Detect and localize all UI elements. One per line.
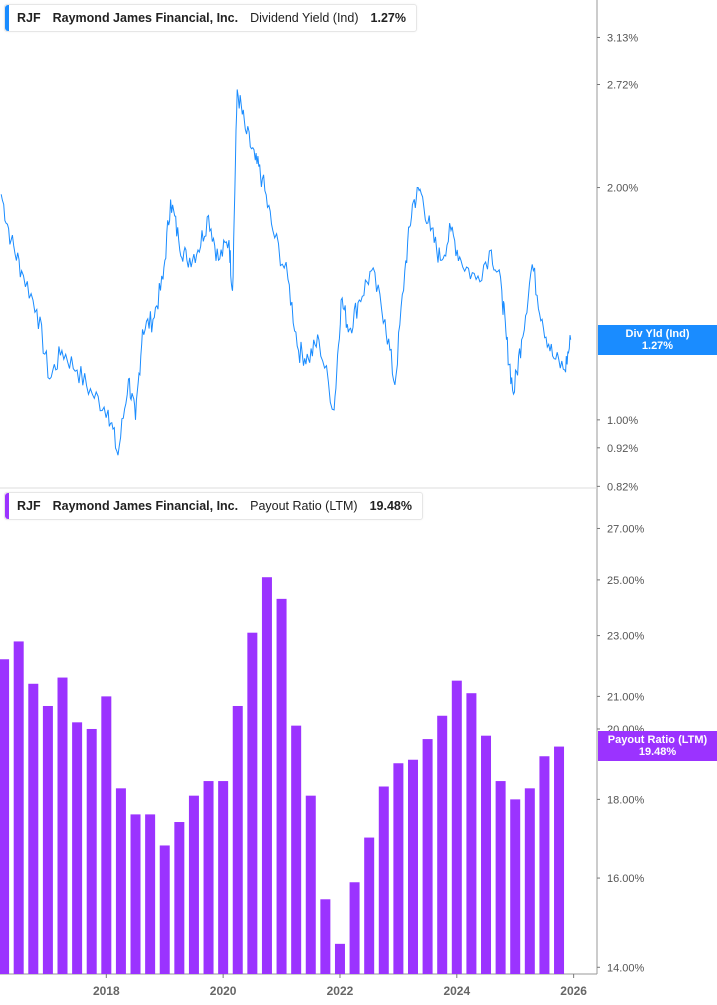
y-tick-label: 23.00% <box>607 631 645 643</box>
x-tick-label: 2026 <box>560 984 587 998</box>
series-color-marker <box>5 5 9 31</box>
current-payout-tag: Payout Ratio (LTM) 19.48% <box>598 731 717 761</box>
payout-bar <box>510 799 521 974</box>
payout-bar <box>188 795 199 974</box>
x-tick-label: 2020 <box>210 984 237 998</box>
metric-name: Payout Ratio (LTM) <box>250 499 358 513</box>
y-tick-label: 25.00% <box>607 575 645 587</box>
x-tick-label: 2022 <box>327 984 354 998</box>
payout-bar <box>349 882 360 974</box>
payout-bar <box>524 788 535 974</box>
payout-bar <box>57 677 68 974</box>
bottom-legend: RJF Raymond James Financial, Inc. Payout… <box>4 492 423 520</box>
dividend-yield-line <box>0 89 572 456</box>
payout-bar <box>539 756 550 974</box>
payout-bar <box>364 837 375 974</box>
tag-value: 19.48% <box>638 746 677 758</box>
payout-bar <box>320 899 331 974</box>
y-tick-label: 21.00% <box>607 691 645 703</box>
payout-bar <box>115 788 126 974</box>
x-tick-label: 2018 <box>93 984 120 998</box>
tag-label: Div Yld (Ind) <box>625 328 690 340</box>
payout-bar <box>451 680 462 974</box>
payout-bar <box>261 577 272 974</box>
tag-label: Payout Ratio (LTM) <box>607 734 708 746</box>
y-tick-label: 14.00% <box>607 962 645 974</box>
y-tick-label: 27.00% <box>607 523 645 535</box>
tag-value: 1.27% <box>641 340 674 352</box>
payout-bar <box>407 759 418 974</box>
payout-bar <box>203 781 214 974</box>
y-tick-label: 16.00% <box>607 873 645 885</box>
y-tick-label: 3.13% <box>607 32 638 44</box>
y-tick-label: 18.00% <box>607 794 645 806</box>
company-name: Raymond James Financial, Inc. <box>52 499 239 513</box>
payout-bar <box>0 659 10 974</box>
payout-bar <box>393 763 404 974</box>
payout-bar <box>334 943 345 974</box>
metric-value: 1.27% <box>370 11 406 25</box>
payout-bar <box>378 786 389 974</box>
y-tick-label: 0.82% <box>607 481 638 493</box>
payout-bar <box>422 739 433 974</box>
y-tick-label: 1.00% <box>607 415 638 427</box>
payout-bar <box>218 781 229 974</box>
y-tick-label: 0.92% <box>607 443 638 455</box>
payout-bar <box>13 641 24 974</box>
top-legend: RJF Raymond James Financial, Inc. Divide… <box>4 4 417 32</box>
payout-bar <box>495 781 506 974</box>
payout-bar <box>305 795 316 974</box>
payout-bar <box>130 814 141 974</box>
ticker: RJF <box>17 499 41 513</box>
x-tick-label: 2024 <box>443 984 470 998</box>
payout-bar <box>145 814 156 974</box>
company-name: Raymond James Financial, Inc. <box>52 11 239 25</box>
payout-bar <box>42 705 53 974</box>
series-color-marker <box>5 493 9 519</box>
y-tick-label: 2.72% <box>607 79 638 91</box>
payout-bar <box>554 746 565 974</box>
payout-bar <box>232 705 243 974</box>
payout-bar <box>291 725 302 974</box>
metric-value: 19.48% <box>369 499 412 513</box>
payout-bar <box>28 683 39 974</box>
payout-bar <box>276 598 287 974</box>
payout-bar <box>101 696 112 974</box>
payout-bar <box>466 693 477 974</box>
payout-bar <box>437 715 448 974</box>
y-tick-label: 2.00% <box>607 183 638 195</box>
payout-bar <box>247 632 258 974</box>
current-yield-tag: Div Yld (Ind) 1.27% <box>598 325 717 355</box>
payout-bar <box>174 822 185 974</box>
payout-bar <box>481 735 492 974</box>
ticker: RJF <box>17 11 41 25</box>
payout-bar <box>159 845 170 974</box>
payout-bar <box>86 728 97 974</box>
payout-bar <box>72 722 83 974</box>
metric-name: Dividend Yield (Ind) <box>250 11 359 25</box>
